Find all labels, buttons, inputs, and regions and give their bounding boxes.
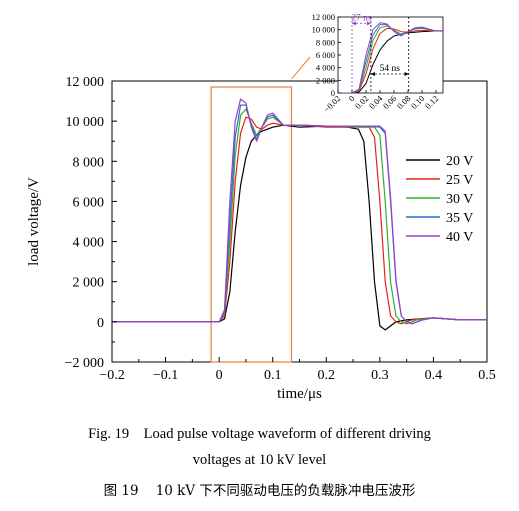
inset-y-axis: 0 2 000 4 000 6 000 8 000 10 000 12 000 bbox=[312, 12, 341, 98]
inset-y-tick-label: 6 000 bbox=[316, 50, 335, 60]
legend-label: 35 V bbox=[446, 211, 473, 226]
inset-x-axis: −0.02 00.020.040.060.080.100.12 bbox=[321, 90, 440, 114]
series-line-25v bbox=[338, 27, 443, 93]
x-tick-label: 0.2 bbox=[318, 368, 336, 383]
series-line-20v bbox=[112, 124, 487, 331]
x-tick-label: 0.3 bbox=[371, 368, 389, 383]
y-tick-label: 4 000 bbox=[73, 236, 105, 251]
inset-y-tick-label: 0 bbox=[331, 88, 335, 98]
series-line-20v bbox=[338, 30, 443, 93]
series-line-35v bbox=[112, 104, 487, 325]
inset-annotation-label: 54 ns bbox=[380, 64, 401, 74]
series-line-35v bbox=[338, 24, 443, 93]
inset-arrow-head bbox=[404, 72, 409, 76]
legend-label: 20 V bbox=[446, 154, 473, 169]
x-tick-label: −0.2 bbox=[99, 368, 124, 383]
y-tick-label: 8 000 bbox=[73, 155, 105, 170]
inset-y-tick-label: 12 000 bbox=[312, 12, 335, 22]
caption-english-line-1: Fig. 19 Load pulse voltage waveform of d… bbox=[88, 426, 431, 442]
inset-arrow-head bbox=[370, 72, 375, 76]
caption-english-line-2: voltages at 10 kV level bbox=[192, 452, 327, 468]
y-tick-label: 10 000 bbox=[66, 115, 105, 130]
x-tick-label: 0 bbox=[216, 368, 223, 383]
x-tick-label: 0.1 bbox=[264, 368, 282, 383]
inset-y-tick-label: 10 000 bbox=[312, 25, 335, 35]
y-axis-label: load voltage/V bbox=[26, 177, 42, 266]
legend-label: 30 V bbox=[446, 192, 473, 207]
caption-chinese: 图 19 10 kV 下不同驱动电压的负载脉冲电压波形 bbox=[103, 483, 416, 499]
main-x-axis: −0.2 −0.1 0 0.1 0.2 0.3 0.4 0.5 bbox=[99, 357, 496, 383]
inset-y-tick-label: 8 000 bbox=[316, 37, 335, 47]
x-tick-label: 0.4 bbox=[425, 368, 443, 383]
main-plot-area bbox=[111, 80, 488, 363]
series-line-25v bbox=[112, 116, 487, 325]
y-tick-label: 0 bbox=[97, 316, 104, 331]
series-line-40v bbox=[338, 22, 443, 93]
x-tick-label: −0.1 bbox=[153, 368, 178, 383]
legend-label: 40 V bbox=[446, 230, 473, 245]
inset-plot-area bbox=[337, 16, 444, 94]
inset-annotations: 27 ns 54 ns bbox=[351, 13, 410, 93]
y-tick-label: 12 000 bbox=[66, 75, 105, 90]
y-tick-label: 2 000 bbox=[73, 276, 105, 291]
inset-x-tick-label: 0 bbox=[346, 93, 356, 103]
inset-series-group bbox=[338, 22, 443, 93]
y-tick-label: 6 000 bbox=[73, 195, 105, 210]
main-y-axis: −2 000 0 2 000 4 000 6 000 8 000 10 000 12 000 bbox=[65, 75, 117, 371]
inset-x-tick-label: 0.12 bbox=[423, 93, 441, 111]
x-tick-label: 0.5 bbox=[478, 368, 496, 383]
series-line-40v bbox=[112, 98, 487, 325]
highlight-box bbox=[210, 86, 293, 363]
main-series-group bbox=[112, 98, 487, 331]
series-line-30v bbox=[338, 25, 443, 93]
main-chart: −0.2 −0.1 0 0.1 0.2 0.3 0.4 0.5 −2 000 0 2 000 4 0… bbox=[26, 56, 496, 402]
legend: 20 V 25 V 30 V 35 V 40 V bbox=[406, 154, 473, 245]
inset-y-tick-label: 2 000 bbox=[316, 75, 335, 85]
x-axis-label: time/μs bbox=[277, 386, 322, 402]
inset-arrow-head bbox=[366, 21, 371, 26]
inset-y-tick-label: 4 000 bbox=[316, 63, 335, 73]
inset-annotation-label: 27 ns bbox=[351, 13, 372, 23]
y-tick-label: −2 000 bbox=[65, 356, 104, 371]
inset-arrow-head bbox=[352, 21, 356, 26]
legend-label: 25 V bbox=[446, 173, 473, 188]
inset-connector bbox=[291, 56, 311, 80]
